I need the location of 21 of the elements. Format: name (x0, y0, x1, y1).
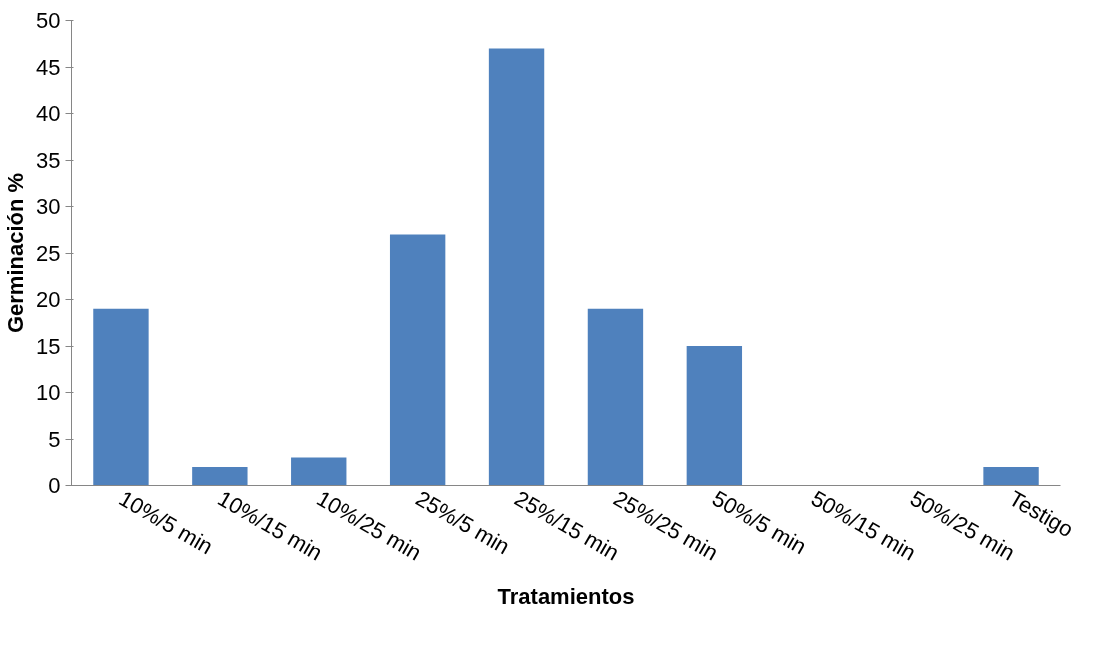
x-axis-title: Tratamientos (497, 584, 635, 610)
y-tick-label: 25 (36, 240, 61, 266)
bar (587, 308, 644, 486)
y-tick-label: 30 (36, 194, 61, 219)
bar (686, 346, 743, 486)
y-tick-label: 20 (36, 287, 61, 312)
y-tick-label: 40 (36, 101, 61, 126)
y-axis-title: Germinación % (3, 172, 29, 334)
y-tick-label: 50 (36, 8, 61, 33)
bar (389, 234, 446, 486)
y-tick-label: 45 (36, 54, 61, 80)
y-tick-label: 10 (36, 380, 61, 405)
bar (291, 457, 347, 486)
y-tick-label: 5 (48, 426, 61, 452)
bar (93, 308, 149, 486)
y-tick-label: 35 (36, 147, 61, 173)
y-tick-label: 0 (48, 473, 61, 498)
bar (983, 466, 1039, 486)
y-tick-label: 15 (36, 333, 61, 359)
bar (488, 48, 545, 486)
bar (192, 466, 248, 486)
